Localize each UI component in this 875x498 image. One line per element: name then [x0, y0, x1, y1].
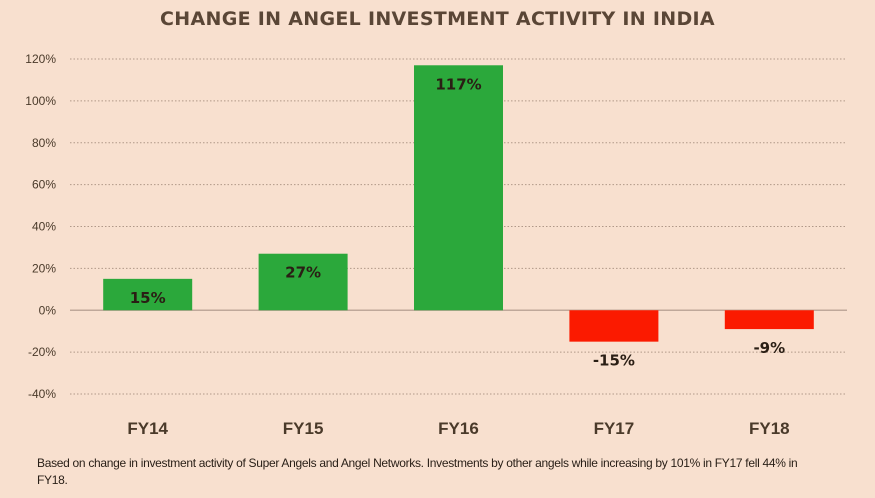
x-axis-ticks: FY14 FY15 FY16 FY17 FY18 — [127, 419, 789, 438]
bar-fy17 — [569, 310, 659, 342]
data-label: 15% — [130, 289, 166, 307]
x-tick-label: FY17 — [594, 419, 635, 438]
y-axis-ticks: 120% 100% 80% 60% 40% 20% 0% -20% -40% — [25, 52, 56, 401]
y-tick-label: 120% — [25, 52, 56, 66]
bar-chart: 120% 100% 80% 60% 40% 20% 0% -20% -40% 15% 27% 117… — [25, 52, 847, 438]
chart-title: CHANGE IN ANGEL INVESTMENT ACTIVITY IN I… — [160, 8, 715, 30]
y-tick-label: 100% — [25, 94, 56, 108]
y-tick-label: -40% — [28, 387, 56, 401]
data-label: -15% — [593, 352, 635, 370]
footnote: Based on change in investment activity o… — [37, 456, 798, 487]
y-tick-label: -20% — [28, 345, 56, 359]
bar-fy15 — [258, 253, 348, 311]
y-tick-label: 20% — [32, 261, 56, 275]
bars — [103, 65, 814, 342]
y-tick-label: 40% — [32, 220, 56, 234]
x-tick-label: FY14 — [127, 419, 168, 438]
bar-fy14 — [103, 278, 193, 311]
data-label: -9% — [753, 339, 785, 357]
data-labels: 15% 27% 117% -15% -9% — [130, 75, 785, 369]
y-tick-label: 80% — [32, 136, 56, 150]
y-tick-label: 60% — [32, 178, 56, 192]
bar-fy18 — [724, 310, 814, 330]
x-tick-label: FY16 — [438, 419, 479, 438]
bar-fy16 — [414, 65, 503, 311]
x-tick-label: FY18 — [749, 419, 790, 438]
x-tick-label: FY15 — [283, 419, 324, 438]
y-tick-label: 0% — [39, 303, 57, 317]
data-label: 117% — [435, 75, 481, 93]
data-label: 27% — [285, 264, 321, 282]
